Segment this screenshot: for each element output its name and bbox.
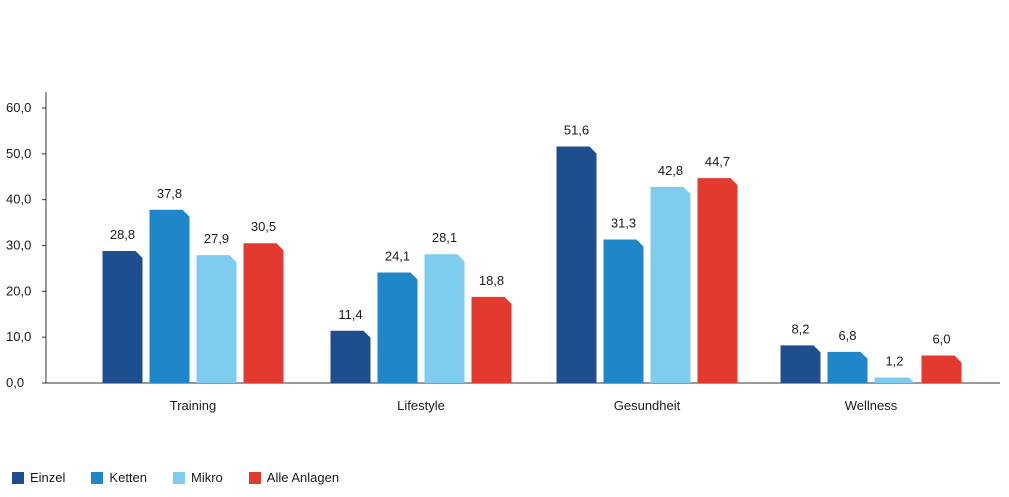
- legend-item: Mikro: [173, 470, 223, 485]
- bar-gesundheit-einzel: [556, 146, 597, 383]
- chart-bars: [102, 146, 962, 383]
- bar-lifestyle-einzel: [330, 330, 371, 383]
- bar-wellness-einzel: [780, 345, 821, 383]
- bar-training-alle-anlagen: [243, 243, 284, 383]
- y-tick-label: 50,0: [6, 146, 31, 161]
- legend-label: Alle Anlagen: [266, 470, 340, 485]
- bar-gesundheit-ketten: [603, 239, 644, 383]
- x-category-label: Training: [170, 398, 216, 413]
- data-label: 51,6: [564, 123, 589, 138]
- bar-lifestyle-ketten: [377, 272, 418, 383]
- chart-legend: Einzel Ketten Mikro Alle Anlagen: [12, 470, 365, 485]
- y-tick-label: 40,0: [6, 192, 31, 207]
- bar-gesundheit-alle-anlagen: [697, 178, 738, 383]
- data-label: 24,1: [385, 249, 410, 264]
- bar-training-einzel: [102, 251, 143, 383]
- data-label: 6,0: [932, 332, 950, 347]
- legend-swatch: [173, 471, 186, 484]
- data-label: 37,8: [157, 186, 182, 201]
- y-tick-label: 10,0: [6, 329, 31, 344]
- data-label: 1,2: [885, 354, 903, 369]
- data-label: 27,9: [204, 231, 229, 246]
- legend-item: Einzel: [12, 470, 65, 485]
- legend-swatch: [248, 471, 261, 484]
- data-label: 28,1: [432, 230, 457, 245]
- legend-label: Mikro: [191, 470, 223, 485]
- bar-training-ketten: [149, 209, 190, 383]
- x-category-label: Gesundheit: [614, 398, 681, 413]
- legend-label: Ketten: [109, 470, 148, 485]
- chart-labels: 28,8 37,8 27,9 30,5 Training 11,4 24,1 28,1 18,8…: [110, 123, 951, 414]
- bar-lifestyle-alle-anlagen: [471, 296, 512, 383]
- legend-swatch: [91, 471, 104, 484]
- data-label: 11,4: [338, 307, 362, 322]
- bar-gesundheit-mikro: [650, 186, 691, 383]
- data-label: 31,3: [611, 216, 636, 231]
- y-tick-label: 20,0: [6, 283, 31, 298]
- data-label: 44,7: [705, 154, 730, 169]
- bar-lifestyle-mikro: [424, 254, 465, 383]
- legend-swatch: [12, 471, 24, 484]
- y-tick-label: 0,0: [6, 375, 24, 390]
- legend-item: Ketten: [91, 470, 147, 485]
- data-label: 18,8: [479, 273, 504, 288]
- x-category-label: Lifestyle: [397, 398, 445, 413]
- data-label: 42,8: [658, 163, 683, 178]
- bar-wellness-alle-anlagen: [921, 355, 962, 383]
- legend-item: Alle Anlagen: [248, 470, 340, 485]
- y-tick-label: 30,0: [6, 238, 31, 253]
- bar-wellness-ketten: [827, 351, 868, 383]
- bar-training-mikro: [196, 255, 237, 383]
- data-label: 28,8: [110, 227, 135, 242]
- data-label: 30,5: [251, 219, 276, 234]
- bar-wellness-mikro: [874, 377, 915, 383]
- data-label: 6,8: [838, 328, 856, 343]
- data-label: 8,2: [791, 321, 809, 336]
- y-tick-label: 60,0: [6, 100, 31, 115]
- legend-label: Einzel: [30, 470, 66, 485]
- x-category-label: Wellness: [845, 398, 898, 413]
